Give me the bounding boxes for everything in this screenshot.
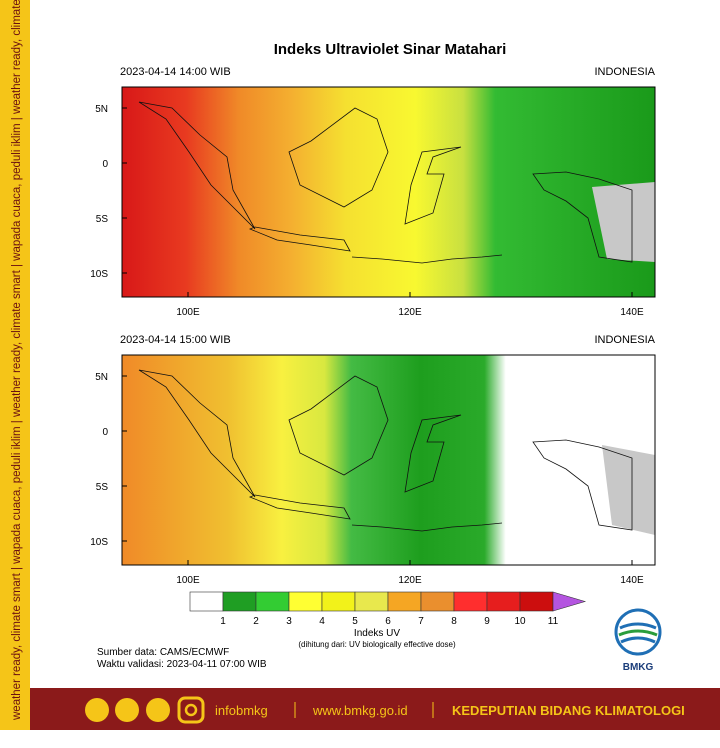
lon-label: 140E (620, 575, 644, 586)
colorbar-swatch (288, 591, 323, 612)
panel-region: INDONESIA (594, 334, 655, 346)
colorbar-swatch (321, 591, 356, 612)
title: Indeks Ultraviolet Sinar Matahari (274, 41, 507, 58)
footer-department: KEDEPUTIAN BIDANG KLIMATOLOGI (452, 703, 685, 718)
colorbar-swatch (420, 591, 455, 612)
footer (30, 688, 720, 730)
social-icons (85, 696, 205, 724)
source: Sumber data: CAMS/ECMWF (97, 647, 229, 658)
colorbar-arrow (552, 591, 587, 612)
panel-region: INDONESIA (594, 66, 655, 78)
no-data (602, 445, 655, 535)
colorbar-subtitle: (dihitung dari: UV biologically effectiv… (298, 640, 456, 649)
map-panel (121, 354, 656, 566)
map-frame (121, 86, 656, 298)
colorbar-label: 11 (548, 616, 559, 627)
lon-label: 100E (176, 575, 200, 586)
logo-text: BMKG (623, 662, 654, 673)
colorbar-swatch (255, 591, 290, 612)
colorbar-label: 7 (418, 616, 424, 627)
lat-label: 5N (95, 104, 108, 115)
uv-field (122, 87, 655, 297)
colorbar-swatch (519, 591, 554, 612)
colorbar-swatch (387, 591, 422, 612)
colorbar-label: 4 (319, 616, 325, 627)
lat-label: 0 (102, 159, 108, 170)
lat-label: 10S (90, 269, 108, 280)
colorbar-swatch (354, 591, 389, 612)
lat-label: 5S (96, 482, 109, 493)
colorbar-label: 9 (484, 616, 490, 627)
map-panel (121, 86, 656, 298)
logo: BMKG (614, 608, 662, 673)
colorbar-label: 3 (286, 616, 292, 627)
colorbar-label: 5 (352, 616, 358, 627)
side-strip (0, 0, 30, 730)
panel-time: 2023-04-14 15:00 WIB (120, 334, 231, 346)
footer-handle: infobmkg (215, 703, 268, 718)
footer-website: www.bmkg.go.id (312, 703, 408, 718)
lat-label: 10S (90, 537, 108, 548)
colorbar-label: 8 (451, 616, 457, 627)
colorbar: 1 2 3 4 5 6 7 8 9 10 11 (189, 591, 587, 627)
colorbar-swatch (222, 591, 257, 612)
lon-label: 120E (398, 307, 422, 318)
validity: Waktu validasi: 2023-04-11 07:00 WIB (97, 659, 267, 670)
colorbar-title: Indeks UV (354, 628, 400, 639)
colorbar-swatch (453, 591, 488, 612)
lat-label: 5N (95, 372, 108, 383)
lon-label: 120E (398, 575, 422, 586)
map-frame (121, 354, 656, 566)
lat-label: 0 (102, 427, 108, 438)
colorbar-label: 10 (514, 616, 526, 627)
colorbar-label: 1 (220, 616, 226, 627)
lat-label: 5S (96, 214, 109, 225)
colorbar-swatch (189, 591, 224, 612)
colorbar-swatch (486, 591, 521, 612)
no-data (592, 182, 655, 262)
uv-field (122, 355, 655, 565)
side-strip-text: weather ready, climate smart | wapada cu… (11, 0, 23, 721)
lon-label: 140E (620, 307, 644, 318)
panel-time: 2023-04-14 14:00 WIB (120, 66, 231, 78)
colorbar-label: 6 (385, 616, 391, 627)
colorbar-label: 2 (253, 616, 259, 627)
lon-label: 100E (176, 307, 200, 318)
